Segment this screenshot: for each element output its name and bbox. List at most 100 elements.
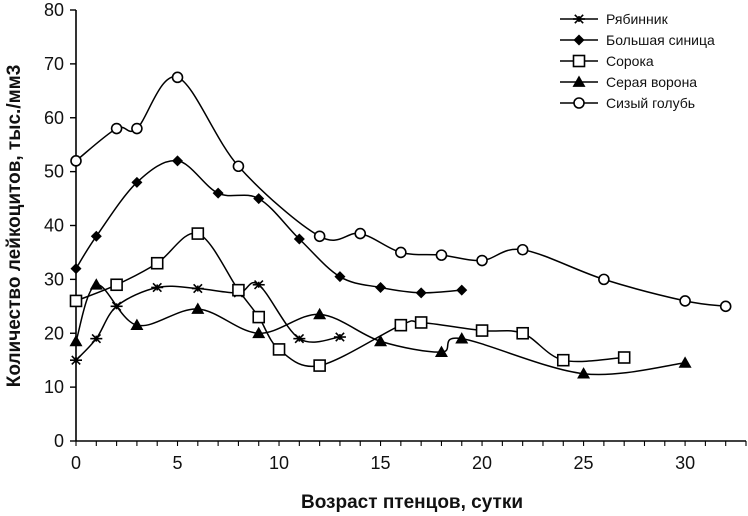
series-2 — [70, 155, 468, 299]
data-point — [354, 227, 367, 240]
data-point — [232, 160, 245, 173]
x-axis-label: Возраст птенцов, сутки — [301, 492, 523, 513]
data-point — [617, 351, 631, 364]
data-point — [272, 343, 286, 356]
series-line — [75, 232, 625, 368]
data-point — [130, 318, 144, 331]
y-tick-label: 10 — [44, 377, 64, 397]
data-point — [171, 71, 184, 84]
legend: Рябинник Большая синица Сорока Серая ворона… — [560, 11, 715, 111]
data-point — [110, 122, 123, 135]
data-point — [252, 326, 266, 339]
data-point — [313, 307, 327, 320]
data-point — [573, 97, 585, 109]
y-tick-label: 80 — [44, 0, 64, 20]
data-point — [577, 367, 591, 379]
data-point — [232, 283, 245, 297]
data-point — [253, 193, 265, 205]
data-point — [516, 326, 529, 340]
series-line — [75, 76, 726, 308]
y-axis-label: Количество лейкоцитов, тыс./мм3 — [4, 65, 25, 388]
y-tick-label: 70 — [44, 54, 64, 74]
data-point — [415, 287, 427, 299]
data-point — [90, 230, 102, 242]
y-tick-label: 60 — [44, 108, 64, 128]
x-tick-label: 25 — [574, 453, 594, 473]
data-point — [375, 281, 387, 293]
data-point — [293, 333, 306, 344]
legend-label: Серая ворона — [606, 74, 697, 90]
data-point — [679, 295, 691, 307]
data-point — [435, 249, 448, 261]
series-line — [75, 281, 341, 361]
series-5 — [70, 71, 732, 313]
data-point — [313, 230, 326, 243]
data-point — [191, 283, 204, 294]
x-tick-label: 30 — [675, 453, 695, 473]
legend-item: Серая ворона — [560, 74, 697, 90]
y-tick-label: 30 — [44, 269, 64, 289]
legend-label: Сорока — [606, 53, 654, 69]
data-point — [252, 310, 266, 324]
data-point — [395, 246, 407, 259]
data-point — [90, 333, 103, 344]
data-point — [573, 14, 585, 24]
legend-item: Сорока — [560, 53, 654, 69]
data-point — [434, 345, 448, 357]
data-point — [131, 176, 143, 188]
data-point — [573, 34, 585, 46]
x-tick-label: 5 — [173, 453, 183, 473]
series-4 — [69, 278, 692, 379]
data-point — [455, 332, 469, 344]
legend-item: Рябинник — [560, 11, 669, 27]
data-point — [394, 318, 408, 332]
data-point — [414, 316, 428, 329]
data-point — [374, 334, 388, 347]
data-point — [191, 227, 205, 240]
legend-label: Сизый голубь — [606, 95, 695, 111]
data-point — [252, 279, 265, 290]
data-point — [212, 187, 224, 199]
data-point — [313, 359, 326, 372]
legend-label: Рябинник — [606, 11, 669, 27]
y-tick-label: 20 — [44, 323, 64, 343]
series-3 — [69, 227, 631, 372]
data-point — [110, 278, 123, 292]
data-point — [70, 355, 82, 365]
data-point — [598, 273, 610, 286]
data-point — [556, 353, 570, 367]
y-tick-label: 50 — [44, 162, 64, 182]
data-point — [456, 284, 468, 296]
axes: 0 10 20 30 40 50 60 70 80 0 5 10 15 20 25 30 — [44, 0, 747, 473]
legend-item: Сизый голубь — [560, 95, 695, 111]
data-point — [572, 54, 586, 68]
data-point — [69, 294, 83, 308]
data-point — [475, 324, 489, 337]
legend-label: Большая синица — [606, 32, 715, 48]
data-point — [293, 233, 305, 245]
data-point — [150, 256, 164, 270]
data-point — [70, 155, 82, 167]
data-point — [131, 122, 143, 135]
data-point — [89, 278, 103, 290]
x-tick-label: 0 — [71, 453, 81, 473]
data-point — [151, 282, 164, 293]
plot-area — [69, 71, 732, 379]
series-1 — [70, 279, 346, 365]
data-point — [678, 356, 692, 368]
data-point — [69, 334, 83, 347]
data-point — [572, 75, 586, 87]
y-tick-label: 0 — [54, 431, 64, 451]
data-point — [476, 254, 488, 267]
data-point — [516, 243, 529, 256]
y-tick-label: 40 — [44, 216, 64, 236]
data-point — [719, 300, 732, 313]
x-tick-label: 20 — [472, 453, 492, 473]
data-point — [172, 155, 184, 167]
data-point — [191, 302, 205, 314]
data-point — [333, 332, 346, 342]
data-point — [334, 271, 346, 283]
data-point — [70, 263, 82, 275]
x-tick-label: 15 — [371, 453, 391, 473]
